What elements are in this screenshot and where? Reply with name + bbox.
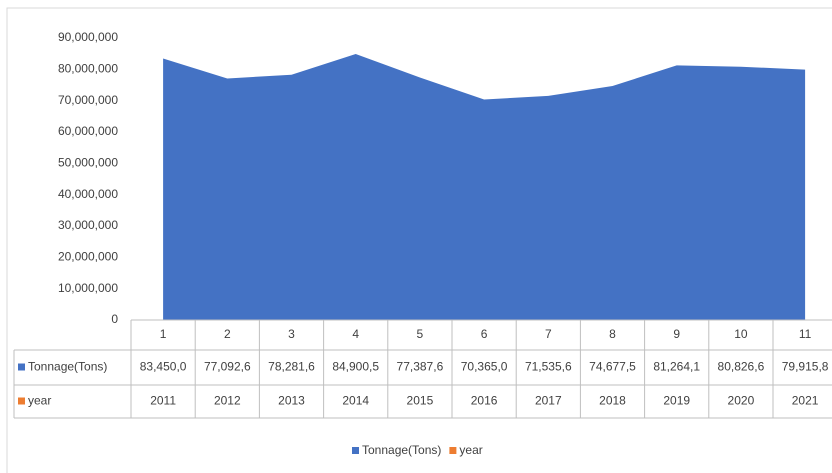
table-value: 2020 [728,394,755,408]
legend-key [18,397,25,405]
table-value: 81,264,1 [653,360,700,374]
x-tick-label: 8 [609,327,616,341]
table-value: 2012 [214,394,241,408]
table-value: 2013 [278,394,305,408]
x-tick-label: 7 [545,327,552,341]
table-value: 2019 [663,394,690,408]
y-tick-label: 0 [111,312,118,326]
x-tick-label: 11 [799,327,812,341]
y-tick-label: 30,000,000 [58,218,118,232]
y-tick-label: 60,000,000 [58,124,118,138]
table-value: 77,387,6 [397,360,444,374]
legend-key [449,447,457,454]
row-header: Tonnage(Tons) [28,360,107,374]
x-tick-label: 4 [352,327,359,341]
table-value: 80,826,6 [718,360,765,374]
table-value: 2011 [150,394,176,408]
table-value: 84,900,5 [332,360,379,374]
table-value: 2018 [599,394,626,408]
table-value: 74,677,5 [589,360,636,374]
table-value: 2021 [792,394,819,408]
row-header: year [28,394,51,408]
area [163,53,806,321]
x-tick-label: 1 [160,327,167,341]
y-tick-label: 40,000,000 [58,187,118,201]
legend-label: year [459,443,482,457]
legend-key [352,447,359,454]
table-value: 2014 [342,394,369,408]
x-tick-label: 6 [481,327,488,341]
legend-key [18,363,25,371]
x-tick-label: 2 [224,327,231,341]
x-tick-label: 5 [417,327,424,341]
y-tick-label: 20,000,000 [58,250,118,264]
y-tick-label: 90,000,000 [58,30,118,44]
x-tick-label: 3 [288,327,295,341]
table-value: 77,092,6 [204,360,251,374]
table-value: 2015 [407,394,434,408]
y-tick-label: 70,000,000 [58,93,118,107]
legend-label: Tonnage(Tons) [362,443,441,457]
y-tick-label: 10,000,000 [58,281,118,295]
y-tick-label: 50,000,000 [58,156,118,170]
table-value: 79,915,8 [782,360,829,374]
table-value: 78,281,6 [268,360,315,374]
y-tick-label: 80,000,000 [58,62,118,76]
table-value: 2016 [471,394,498,408]
x-tick-label: 10 [734,327,748,341]
table-value: 71,535,6 [525,360,572,374]
x-tick-label: 9 [673,327,680,341]
table-value: 83,450,0 [140,360,187,374]
table-value: 2017 [535,394,562,408]
table-value: 70,365,0 [461,360,508,374]
